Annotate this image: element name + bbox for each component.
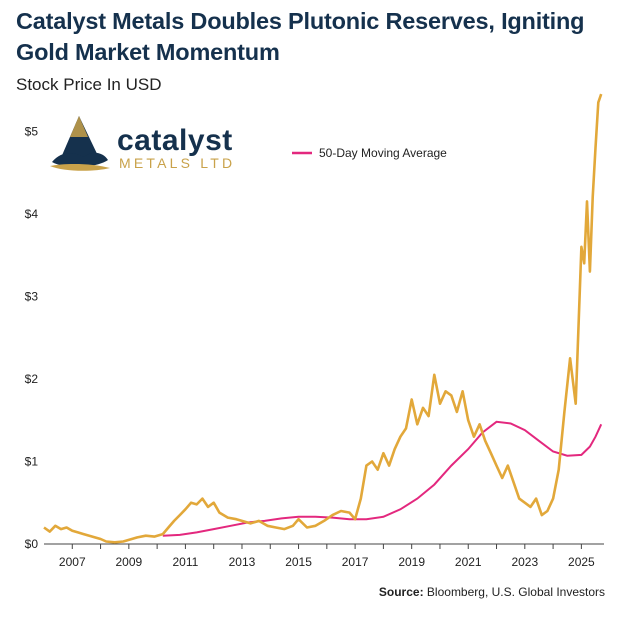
y-tick-label: $2 [25, 372, 39, 386]
x-tick-label: 2021 [455, 555, 482, 569]
y-tick-label: $5 [25, 124, 39, 138]
x-tick-label: 2007 [59, 555, 86, 569]
source-label: Source: [378, 585, 424, 599]
logo-wordmark: catalyst [117, 124, 233, 157]
x-tick-label: 2025 [568, 555, 595, 569]
x-tick-label: 2013 [229, 555, 256, 569]
company-logo: catalyst METALS LTD [50, 116, 235, 171]
x-tick-label: 2011 [173, 555, 199, 569]
mountain-logo-icon [50, 116, 110, 171]
source-note: Source: Bloomberg, U.S. Global Investors [379, 585, 605, 599]
chart-subtitle: Stock Price In USD [16, 75, 162, 94]
legend: 50-Day Moving Average [292, 146, 447, 160]
x-tick-label: 2019 [398, 555, 425, 569]
x-tick-label: 2009 [115, 555, 142, 569]
x-tick-label: 2017 [342, 555, 369, 569]
price-series-line [43, 93, 603, 544]
source-text: Bloomberg, U.S. Global Investors [426, 585, 605, 599]
y-tick-label: $4 [25, 207, 39, 221]
x-axis: 2007 2009 2011 2013 2015 2017 2019 2021 2023 2025 [59, 544, 595, 569]
y-tick-label: $1 [25, 454, 39, 468]
y-axis: $0 $1 $2 $3 $4 $5 [25, 124, 39, 551]
chart-title: Catalyst Metals Doubles Plutonic Reserve… [16, 8, 585, 65]
logo-subtitle: METALS LTD [119, 155, 235, 171]
x-tick-label: 2015 [285, 555, 312, 569]
legend-label-moving-average: 50-Day Moving Average [319, 146, 447, 160]
y-tick-label: $3 [25, 289, 39, 303]
y-tick-label: $0 [25, 537, 39, 551]
x-tick-label: 2023 [511, 555, 538, 569]
